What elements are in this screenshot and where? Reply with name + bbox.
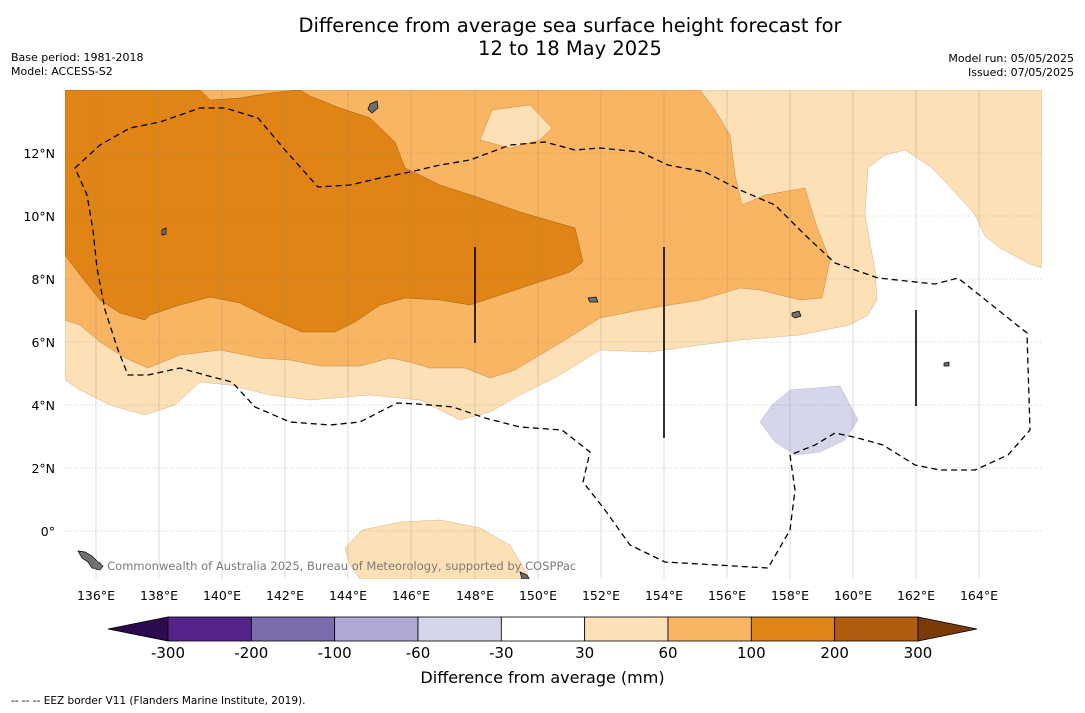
lon-tick: 160°E: [834, 588, 872, 603]
lat-tick: 0°: [41, 524, 55, 539]
model-info: Base period: 1981-2018 Model: ACCESS-S2: [11, 51, 143, 79]
lon-tick: 152°E: [582, 588, 620, 603]
lat-tick-labels: 12°N 10°N 8°N 6°N 4°N 2°N 0°: [23, 146, 55, 539]
issued-date: Issued: 07/05/2025: [967, 66, 1074, 79]
lon-tick: 140°E: [203, 588, 241, 603]
lat-tick: 6°N: [31, 335, 55, 350]
colorbar-tick-label: 30: [575, 644, 594, 662]
contour-patch-south: [344, 519, 531, 579]
colorbar: -300 -200 -100 -60 -30 30 60 100 200 300: [107, 616, 978, 662]
colorbar-tick-label: -200: [234, 644, 268, 662]
lat-tick: 8°N: [31, 272, 55, 287]
colorbar-label: Difference from average (mm): [420, 668, 665, 687]
lon-tick-labels: 136°E 138°E 140°E 142°E 144°E 146°E 148°…: [77, 588, 998, 603]
marker-lines: [474, 247, 917, 438]
lon-tick: 150°E: [519, 588, 557, 603]
colorbar-tick-label: 60: [658, 644, 677, 662]
model-name: Model: ACCESS-S2: [11, 65, 113, 78]
lon-tick: 154°E: [645, 588, 683, 603]
lat-tick: 2°N: [31, 461, 55, 476]
lon-tick: 156°E: [708, 588, 746, 603]
colorbar-tick-label: 100: [737, 644, 766, 662]
lon-tick: 142°E: [266, 588, 304, 603]
lon-tick: 146°E: [392, 588, 430, 603]
lon-tick: 138°E: [140, 588, 178, 603]
contour-patch-north: [479, 104, 553, 149]
colorbar-segment: [667, 616, 752, 642]
colorbar-segment: [417, 616, 502, 642]
colorbar-extend-low: [107, 616, 169, 642]
latitude-gridlines: [65, 152, 1042, 532]
colorbar-segment: [750, 616, 836, 642]
lon-tick: 148°E: [456, 588, 494, 603]
eez-border-north: [74, 107, 1031, 569]
colorbar-tick-label: -30: [489, 644, 514, 662]
colorbar-tick-label: 300: [904, 644, 933, 662]
map-plot-area: © Commonwealth of Australia 2025, Bureau…: [65, 90, 1042, 579]
lon-tick: 136°E: [77, 588, 115, 603]
colorbar-tick-label: -100: [318, 644, 352, 662]
colorbar-tick-label: 200: [820, 644, 849, 662]
islands: [77, 100, 950, 579]
title-line-1: Difference from average sea surface heig…: [298, 14, 842, 37]
chart-title: Difference from average sea surface heig…: [0, 14, 1085, 60]
eez-footnote: -- -- -- EEZ border V11 (Flanders Marine…: [11, 695, 306, 707]
credit-text: © Commonwealth of Australia 2025, Bureau…: [92, 559, 576, 573]
colorbar-segment: [834, 616, 919, 642]
lat-tick: 4°N: [31, 398, 55, 413]
base-period: Base period: 1981-2018: [11, 51, 144, 64]
model-run: Model run: 05/05/2025: [948, 52, 1074, 65]
lon-tick: 164°E: [960, 588, 998, 603]
colorbar-segment: [250, 616, 336, 642]
lon-tick: 144°E: [329, 588, 367, 603]
lat-tick: 12°N: [23, 146, 55, 161]
colorbar-segment: [334, 616, 419, 642]
lon-tick: 158°E: [771, 588, 809, 603]
colorbar-tick-label: -300: [151, 644, 185, 662]
lat-tick: 10°N: [23, 209, 55, 224]
colorbar-segment: [500, 616, 586, 642]
colorbar-tick-label: -60: [406, 644, 431, 662]
lon-tick: 162°E: [897, 588, 935, 603]
contour-100-200: [65, 90, 584, 333]
run-info: Model run: 05/05/2025 Issued: 07/05/2025: [948, 52, 1074, 80]
colorbar-segment: [584, 616, 669, 642]
colorbar-segment: [167, 616, 252, 642]
colorbar-extend-high: [917, 616, 978, 642]
title-line-2: 12 to 18 May 2025: [478, 37, 662, 60]
contour-negative-30-60: [759, 385, 859, 456]
